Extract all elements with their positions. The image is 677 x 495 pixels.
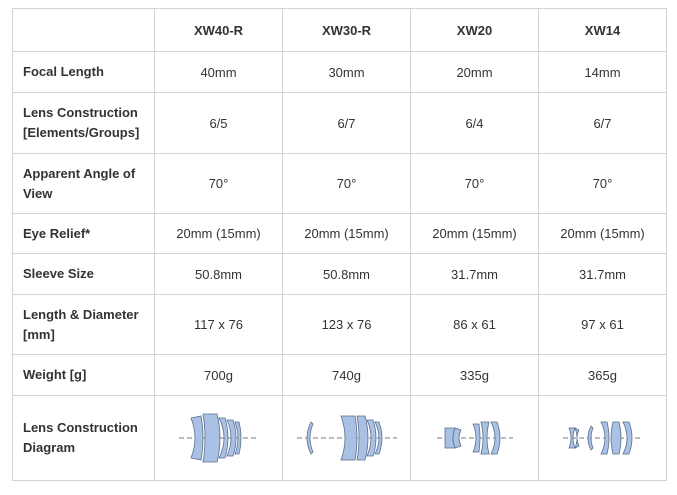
- row-label-eye-relief: Eye Relief*: [12, 213, 155, 254]
- table-cell: 365g: [538, 354, 667, 396]
- row-label-length-diameter: Length & Diameter [mm]: [12, 294, 155, 355]
- table-cell: 97 x 61: [538, 294, 667, 355]
- diagram-cell: [154, 395, 283, 481]
- table-row: Lens Construction [Elements/Groups] 6/5 …: [12, 92, 667, 154]
- eyepiece-spec-table: XW40-R XW30-R XW20 XW14 Focal Length 40m…: [12, 8, 667, 481]
- table-cell: 50.8mm: [154, 253, 283, 295]
- table-cell: 6/7: [538, 92, 667, 154]
- table-cell: 30mm: [282, 51, 411, 93]
- table-cell: 31.7mm: [538, 253, 667, 295]
- column-header-xw40r: XW40-R: [154, 8, 283, 52]
- table-row: Length & Diameter [mm] 117 x 76 123 x 76…: [12, 294, 667, 355]
- row-label-focal-length: Focal Length: [12, 51, 155, 93]
- table-cell: 700g: [154, 354, 283, 396]
- diagram-cell: [282, 395, 411, 481]
- xw30r-lens-diagram-icon: [296, 415, 397, 461]
- table-cell: 20mm (15mm): [282, 213, 411, 254]
- table-cell: 6/5: [154, 92, 283, 154]
- table-cell: 20mm: [410, 51, 539, 93]
- table-cell: 70°: [282, 153, 411, 214]
- xw14-lens-diagram-icon: [562, 421, 643, 455]
- table-cell: 123 x 76: [282, 294, 411, 355]
- table-row: Eye Relief* 20mm (15mm) 20mm (15mm) 20mm…: [12, 213, 667, 254]
- table-cell: 335g: [410, 354, 539, 396]
- table-cell: 70°: [154, 153, 283, 214]
- xw20-lens-diagram-icon: [436, 421, 513, 455]
- row-label-lens-diagram: Lens Construction Diagram: [12, 395, 155, 481]
- xw40r-lens-diagram-icon: [178, 413, 259, 463]
- table-cell: 20mm (15mm): [538, 213, 667, 254]
- header-corner: [12, 8, 155, 52]
- row-label-apparent-angle: Apparent Angle of View: [12, 153, 155, 214]
- diagram-cell: [538, 395, 667, 481]
- spec-table-container: XW40-R XW30-R XW20 XW14 Focal Length 40m…: [12, 8, 667, 481]
- table-cell: 20mm (15mm): [410, 213, 539, 254]
- column-header-xw14: XW14: [538, 8, 667, 52]
- table-cell: 86 x 61: [410, 294, 539, 355]
- table-row: Sleeve Size 50.8mm 50.8mm 31.7mm 31.7mm: [12, 253, 667, 295]
- table-cell: 50.8mm: [282, 253, 411, 295]
- table-cell: 20mm (15mm): [154, 213, 283, 254]
- row-label-sleeve-size: Sleeve Size: [12, 253, 155, 295]
- table-row: Focal Length 40mm 30mm 20mm 14mm: [12, 51, 667, 93]
- table-cell: 6/4: [410, 92, 539, 154]
- column-header-xw30r: XW30-R: [282, 8, 411, 52]
- table-cell: 6/7: [282, 92, 411, 154]
- table-cell: 117 x 76: [154, 294, 283, 355]
- table-cell: 14mm: [538, 51, 667, 93]
- row-label-weight: Weight [g]: [12, 354, 155, 396]
- table-cell: 70°: [538, 153, 667, 214]
- table-cell: 40mm: [154, 51, 283, 93]
- table-cell: 740g: [282, 354, 411, 396]
- diagram-cell: [410, 395, 539, 481]
- table-cell: 31.7mm: [410, 253, 539, 295]
- row-label-lens-construction: Lens Construction [Elements/Groups]: [12, 92, 155, 154]
- table-cell: 70°: [410, 153, 539, 214]
- table-row: Lens Construction Diagram: [12, 395, 667, 481]
- table-row: Weight [g] 700g 740g 335g 365g: [12, 354, 667, 396]
- header-row: XW40-R XW30-R XW20 XW14: [12, 8, 667, 52]
- table-row: Apparent Angle of View 70° 70° 70° 70°: [12, 153, 667, 214]
- column-header-xw20: XW20: [410, 8, 539, 52]
